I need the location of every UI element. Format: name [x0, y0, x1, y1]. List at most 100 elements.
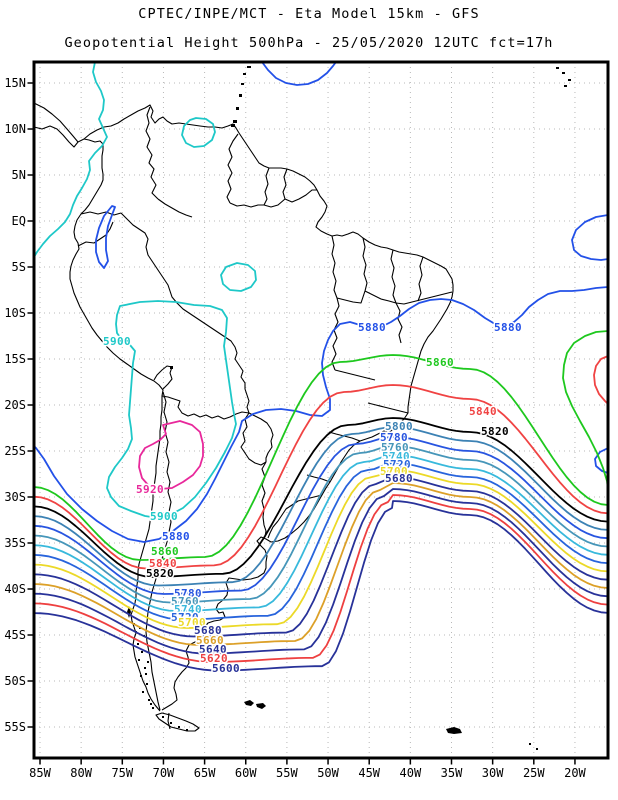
x-axis-label: 40W — [400, 766, 422, 780]
y-axis-label: 55S — [4, 720, 26, 734]
y-axis-label: 40S — [4, 582, 26, 596]
contour-label-5740: 5740 — [382, 450, 410, 463]
coastline-border-path — [120, 212, 250, 414]
chart-subtitle: Geopotential Height 500hPa - 25/05/2020 … — [64, 35, 553, 51]
y-axis-label: 15S — [4, 352, 26, 366]
x-axis-label: 85W — [29, 766, 51, 780]
contour-5600 — [34, 500, 608, 672]
island-shape — [256, 703, 266, 709]
coastline-border-path — [229, 189, 317, 208]
contour-label-5900: 5900 — [103, 335, 131, 348]
coastline-border-path — [33, 104, 454, 711]
coastline-border-path — [362, 237, 368, 292]
y-axis-label: 10N — [4, 122, 26, 136]
coastline-border-path — [390, 249, 397, 304]
contour-label-5820: 5820 — [481, 425, 509, 438]
island-speck — [236, 107, 239, 110]
contour-label-5860: 5860 — [151, 545, 179, 558]
x-axis-label: 30W — [482, 766, 504, 780]
island-speck — [231, 124, 235, 127]
contour-label-5840: 5840 — [149, 557, 177, 570]
contour-label-5740: 5740 — [174, 603, 202, 616]
y-axis-label: 5N — [12, 168, 26, 182]
contour-label-5880: 5880 — [358, 321, 386, 334]
coastline-border-path — [248, 412, 274, 462]
island-speck — [241, 83, 244, 85]
contour-5880 — [261, 62, 337, 86]
plot-frame — [32, 60, 610, 760]
coastline-border-path — [145, 106, 159, 200]
island-shape — [244, 700, 254, 706]
island-speck — [233, 120, 237, 123]
coastline-border-path — [267, 520, 279, 539]
contour-label-5860: 5860 — [426, 356, 454, 369]
x-axis-label: 80W — [70, 766, 92, 780]
island-speck — [162, 716, 164, 718]
contour-label-5780: 5780 — [380, 431, 408, 444]
contour-label-5700: 5700 — [380, 465, 408, 478]
y-axis-label: 5S — [12, 260, 26, 274]
contour-5840 — [34, 384, 608, 570]
y-axis-label: 25S — [4, 444, 26, 458]
contour-label-5780: 5780 — [174, 587, 202, 600]
y-axis-label: 50S — [4, 674, 26, 688]
coastline-border-path — [336, 290, 366, 304]
coastline-border-path — [306, 474, 331, 483]
coastline-border-path — [261, 461, 267, 538]
contour-layer — [34, 62, 608, 672]
island-speck — [170, 366, 173, 369]
contour-label-5720: 5720 — [383, 458, 411, 471]
coastline-border-path — [282, 168, 288, 200]
coastline-border-path — [417, 256, 424, 302]
island-speck — [152, 707, 154, 709]
contour-label-5760: 5760 — [171, 595, 199, 608]
contour-label-5600: 5600 — [212, 662, 240, 675]
island-speck — [529, 743, 531, 745]
contour-label-5640: 5640 — [199, 643, 227, 656]
island-speck — [186, 729, 188, 731]
contour-label-5800: 5800 — [385, 420, 413, 433]
island-speck — [138, 659, 140, 661]
y-axis-label: EQ — [12, 214, 26, 228]
coastline-border-path — [161, 395, 250, 420]
contour-label-5900: 5900 — [150, 510, 178, 523]
contour-label-5720: 5720 — [171, 611, 199, 624]
x-axis-label: 35W — [441, 766, 463, 780]
island-speck — [536, 748, 538, 750]
coastline-border-path — [80, 211, 122, 216]
island-speck — [142, 691, 144, 693]
contour-5900 — [106, 300, 237, 519]
axis-layer: 15N 10N 5N EQ 5S 10S 15S 20S 25S 30S 35S 40S 45S 50S 5… — [4, 76, 586, 780]
x-axis-label: 50W — [317, 766, 339, 780]
island-speck — [145, 673, 147, 675]
island-speck — [146, 683, 148, 685]
contour-5740 — [34, 454, 608, 612]
y-axis-label: 10S — [4, 306, 26, 320]
contour-label-5680: 5680 — [194, 624, 222, 637]
x-axis-label: 20W — [564, 766, 586, 780]
island-speck — [147, 661, 149, 663]
coastline-border-path — [240, 412, 267, 466]
contour-5620 — [34, 494, 608, 663]
coastline-border-path — [395, 291, 453, 305]
island-speck — [141, 651, 143, 653]
coastline-border-path — [331, 297, 340, 371]
contour-5640 — [34, 488, 608, 655]
x-axis-label: 60W — [235, 766, 257, 780]
island-speck — [247, 66, 251, 68]
island-speck — [178, 726, 180, 728]
island-speck — [144, 667, 146, 669]
coastline-border-path — [395, 302, 403, 344]
contour-label-5880: 5880 — [494, 321, 522, 334]
contour-5900 — [34, 62, 108, 258]
contour-label-5620: 5620 — [200, 652, 228, 665]
x-axis-label: 75W — [111, 766, 133, 780]
island-speck — [564, 85, 567, 87]
coastline-border-path — [33, 102, 79, 143]
coastline-border-path — [277, 494, 323, 522]
x-axis-label: 25W — [523, 766, 545, 780]
x-axis-label: 55W — [276, 766, 298, 780]
x-axis-label: 65W — [194, 766, 216, 780]
island-speck — [170, 722, 172, 724]
